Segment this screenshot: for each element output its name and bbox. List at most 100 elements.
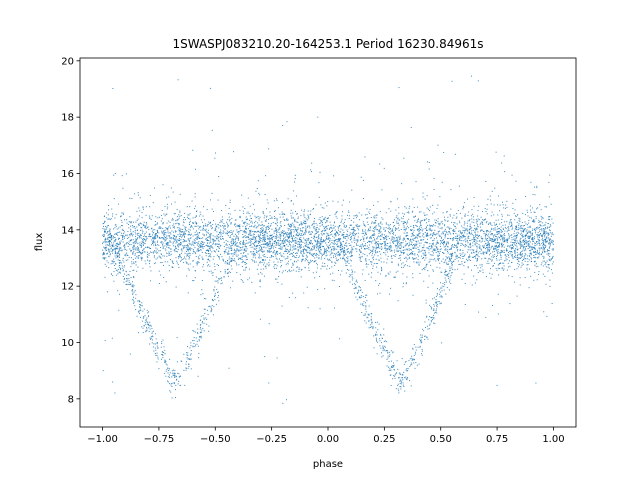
data-point <box>356 224 358 226</box>
data-point <box>161 209 163 211</box>
data-point <box>243 255 245 257</box>
data-point <box>351 246 353 248</box>
data-point <box>500 251 502 253</box>
data-point <box>351 274 353 276</box>
data-point <box>293 181 295 183</box>
data-point <box>292 222 294 224</box>
data-point <box>436 240 438 242</box>
data-point <box>250 243 252 245</box>
data-point <box>391 366 393 368</box>
data-point <box>413 216 415 218</box>
data-point <box>238 264 240 266</box>
data-point <box>265 208 267 210</box>
data-point <box>544 234 546 236</box>
data-point <box>273 216 275 218</box>
data-point <box>184 227 186 229</box>
data-point <box>102 234 104 236</box>
data-point <box>541 243 543 245</box>
data-point <box>325 229 327 231</box>
data-point <box>302 241 304 243</box>
data-point <box>365 294 367 296</box>
data-point <box>489 272 491 274</box>
data-point <box>210 256 212 258</box>
data-point <box>501 268 503 270</box>
data-point <box>269 241 271 243</box>
data-point <box>439 235 441 237</box>
data-point <box>397 236 399 238</box>
data-point <box>437 243 439 245</box>
data-point <box>510 244 512 246</box>
data-point <box>136 238 138 240</box>
data-point <box>189 213 191 215</box>
data-point <box>471 239 473 241</box>
data-point <box>526 229 528 231</box>
data-point <box>455 256 457 258</box>
data-point <box>246 212 248 214</box>
data-point <box>511 225 513 227</box>
data-point <box>446 275 448 277</box>
data-point <box>259 236 261 238</box>
data-point <box>383 328 385 330</box>
data-point <box>172 262 174 264</box>
data-point <box>112 260 114 262</box>
data-point <box>275 227 277 229</box>
data-point <box>268 218 269 220</box>
data-point <box>505 257 507 259</box>
data-point <box>240 247 242 249</box>
data-point <box>332 255 334 257</box>
data-point <box>408 227 410 229</box>
data-point <box>437 251 439 253</box>
data-point <box>546 260 548 262</box>
data-point <box>203 269 205 271</box>
data-point <box>401 183 403 185</box>
data-point <box>126 242 128 244</box>
data-point <box>543 257 545 259</box>
data-point <box>155 224 157 226</box>
data-point <box>200 331 202 333</box>
data-point <box>518 264 520 266</box>
data-point <box>175 237 177 239</box>
data-point <box>402 253 404 255</box>
data-point <box>158 255 160 257</box>
data-point <box>122 259 124 261</box>
data-point <box>490 234 492 236</box>
data-point <box>126 274 128 276</box>
data-point <box>218 256 220 258</box>
data-point <box>198 236 200 238</box>
data-point <box>166 237 168 239</box>
data-point <box>171 266 173 268</box>
data-point <box>326 227 328 229</box>
data-point <box>314 245 316 247</box>
data-point <box>471 221 473 223</box>
data-point <box>249 230 251 232</box>
data-point <box>146 323 148 325</box>
data-point <box>462 235 464 237</box>
data-point <box>166 380 168 382</box>
data-point <box>190 225 192 227</box>
data-point <box>366 245 368 247</box>
data-point <box>285 249 287 251</box>
data-point <box>412 253 414 255</box>
data-point <box>371 323 373 325</box>
data-point <box>398 264 400 266</box>
data-point <box>345 260 347 262</box>
data-point <box>137 266 139 268</box>
data-point <box>187 346 189 348</box>
data-point <box>243 235 245 237</box>
data-point <box>122 257 124 259</box>
data-point <box>233 251 235 253</box>
data-point <box>334 247 336 249</box>
data-point <box>528 243 530 245</box>
data-point <box>174 376 176 378</box>
data-point <box>216 226 218 228</box>
data-point <box>429 323 431 325</box>
data-point <box>122 275 124 277</box>
data-point <box>510 234 512 236</box>
data-point <box>320 219 322 221</box>
data-point <box>165 238 167 240</box>
data-point <box>199 238 200 239</box>
data-point <box>173 234 175 236</box>
data-point <box>421 348 423 350</box>
data-point <box>549 246 551 248</box>
data-point <box>351 233 353 235</box>
